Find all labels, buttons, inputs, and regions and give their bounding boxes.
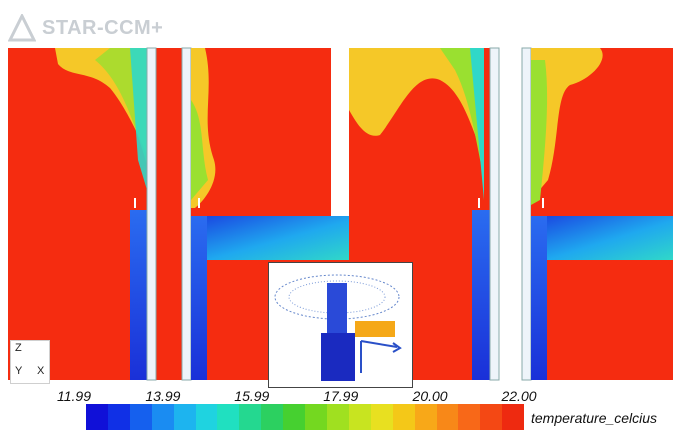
pipe-right	[181, 47, 192, 381]
colorbar-segment	[107, 404, 130, 430]
axis-y-label: Y	[15, 365, 23, 377]
colorbar-tick-label: 15.99	[234, 388, 270, 404]
mesh-geometry-image	[274, 274, 402, 381]
colorbar-segment	[326, 404, 349, 430]
geometry-inset	[268, 262, 413, 388]
colorbar-segment	[239, 404, 262, 430]
starccm-logo-icon	[8, 14, 36, 42]
pipe-left	[146, 47, 157, 381]
duct-flow	[191, 216, 349, 260]
colorbar-segment	[173, 404, 196, 430]
colorbar-segment	[480, 404, 503, 430]
colorbar-segment	[261, 404, 284, 430]
colorbar-segment	[414, 404, 437, 430]
colorbar-segment	[370, 404, 393, 430]
colorbar-segment	[129, 404, 152, 430]
colorbar-segment	[392, 404, 415, 430]
hot-region	[8, 48, 188, 380]
colorbar-segment	[195, 404, 218, 430]
app-logo: STAR-CCM+	[8, 14, 163, 42]
colorbar-ticks: 11.99 13.99 15.99 17.99 20.00 22.00	[0, 388, 689, 406]
axes-triad[interactable]: Z Y X	[10, 340, 50, 384]
colorbar-segment	[305, 404, 327, 430]
colorbar-tick-label: 13.99	[145, 388, 181, 404]
colorbar-segment	[86, 404, 108, 430]
colorbar-tick-label: 20.00	[412, 388, 448, 404]
colorbar-segment	[502, 404, 525, 430]
colorbar-tick-label: 11.99	[57, 388, 91, 404]
colorbar-tick-label: 17.99	[323, 388, 359, 404]
axis-x-label: X	[37, 365, 45, 377]
colorbar-title: temperature_celcius	[531, 410, 658, 426]
colorbar-segment	[283, 404, 306, 430]
colorbar-segment	[436, 404, 459, 430]
colorbar-segment	[217, 404, 240, 430]
axis-z-label: Z	[15, 342, 22, 354]
colorbar	[86, 404, 525, 430]
colorbar-segment	[458, 404, 481, 430]
app-logo-text: STAR-CCM+	[42, 16, 164, 39]
colorbar-tick-label: 22.00	[501, 388, 537, 404]
colorbar-segment	[348, 404, 371, 430]
colorbar-segment	[151, 404, 174, 430]
